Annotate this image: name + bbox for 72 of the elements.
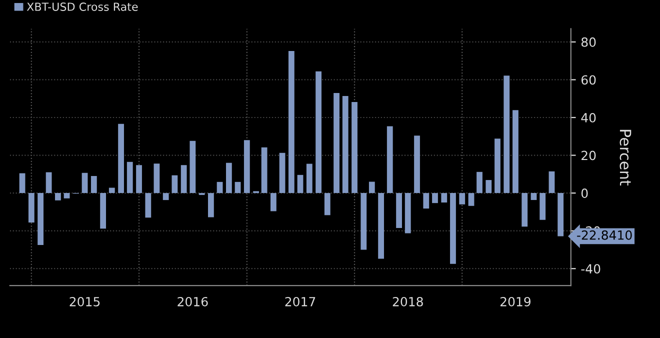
bar: [162, 193, 169, 200]
bar: [548, 171, 555, 194]
bar: [486, 180, 492, 194]
bar: [118, 124, 124, 194]
bar: [216, 182, 223, 194]
x-tick-label: 2017: [285, 296, 316, 306]
bar: [342, 96, 348, 194]
bar: [324, 193, 330, 216]
bar: [504, 76, 510, 194]
bar: [540, 193, 546, 220]
bar: [190, 140, 196, 194]
bar: [288, 51, 294, 194]
bar: [396, 193, 402, 228]
text: -22.8410: [577, 230, 632, 240]
bar: [226, 162, 232, 194]
bar: [404, 193, 411, 234]
y-tick-label: 0: [581, 188, 588, 198]
bar: [522, 193, 528, 227]
bar: [468, 193, 474, 206]
bar: [261, 147, 268, 194]
bar: [316, 71, 322, 194]
bar: [360, 193, 367, 250]
bar: [476, 172, 482, 194]
y-tick-label: 40: [581, 112, 596, 122]
y-tick-label: 60: [581, 75, 596, 85]
bar: [180, 165, 187, 194]
bar: [136, 165, 142, 194]
bar: [352, 102, 358, 194]
bar: [459, 193, 466, 204]
bar: [306, 164, 312, 194]
x-tick-label: 2018: [392, 296, 423, 306]
bar: [145, 193, 152, 218]
bar: [154, 164, 160, 194]
bar: [512, 110, 518, 194]
bar: [423, 193, 430, 209]
bar: [46, 172, 52, 194]
bar: [100, 193, 106, 229]
bar: [279, 152, 286, 194]
bar: [28, 193, 34, 223]
x-tick-label: 2015: [70, 296, 100, 306]
bar: [244, 140, 250, 194]
bar: [55, 193, 61, 200]
bar: [234, 182, 241, 194]
bar: [270, 193, 276, 212]
bar: [378, 193, 384, 259]
bar: [530, 193, 537, 200]
bar: [108, 188, 115, 194]
bar: [64, 193, 70, 198]
bar: [82, 172, 88, 194]
bar: [558, 193, 564, 236]
x-tick-label: 2019: [500, 296, 531, 306]
legend-label: XBT-USD Cross Rate: [26, 2, 138, 11]
bar: [208, 193, 214, 218]
bar: [297, 174, 304, 194]
bar: [368, 182, 375, 194]
y-tick-label: -40: [581, 264, 600, 274]
bar: [494, 138, 500, 194]
bar: [126, 162, 133, 194]
bar: [414, 136, 420, 194]
bar: [432, 193, 438, 204]
bar: [90, 176, 97, 194]
bar: [38, 193, 44, 245]
y-tick-label: 80: [581, 37, 596, 47]
bar: [19, 173, 26, 194]
y-tick-label: 20: [582, 150, 596, 160]
bar: [450, 193, 456, 264]
bar: [334, 92, 340, 194]
bar: [441, 193, 448, 202]
bar: [172, 175, 178, 194]
y-axis-title: Percent: [620, 130, 632, 186]
x-tick-label: 2016: [178, 296, 208, 306]
bar: [386, 126, 393, 194]
